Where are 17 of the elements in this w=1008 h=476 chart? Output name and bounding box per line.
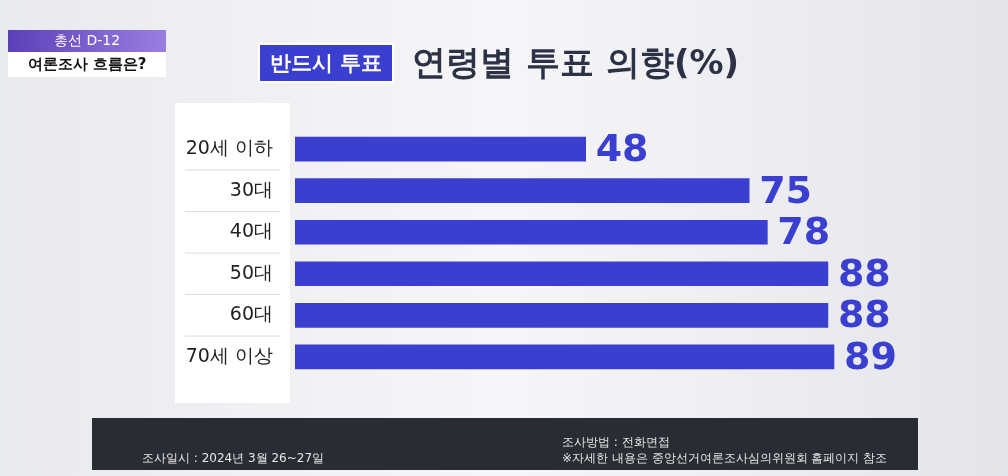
data-label: 78: [777, 209, 831, 254]
y-tick-label: 50대: [229, 260, 273, 283]
y-tick-label: 30대: [229, 177, 273, 200]
text: 조사방법 : 전화면접: [562, 434, 671, 450]
y-tick-label: 60대: [229, 302, 273, 325]
y-tick-label: 70세 이상: [185, 343, 273, 366]
chart-title: 연령별 투표 의향(%): [412, 41, 740, 84]
text: 조사일시 : 2024년 3월 26~27일: [142, 450, 326, 466]
text: 총선 D-12: [8, 30, 166, 52]
text: ※자세한 내용은 중앙선거여론조사심의위원회 홈페이지 참조: [562, 450, 888, 466]
y-tick-label: 40대: [229, 219, 273, 242]
text: 여론조사 흐름은?: [8, 52, 166, 77]
data-label: 88: [837, 250, 891, 295]
chart-subtitle: 반드시 투표: [258, 43, 395, 83]
data-label: 48: [595, 126, 649, 171]
y-tick-label: 20세 이하: [185, 136, 273, 159]
data-label: 75: [759, 167, 813, 212]
